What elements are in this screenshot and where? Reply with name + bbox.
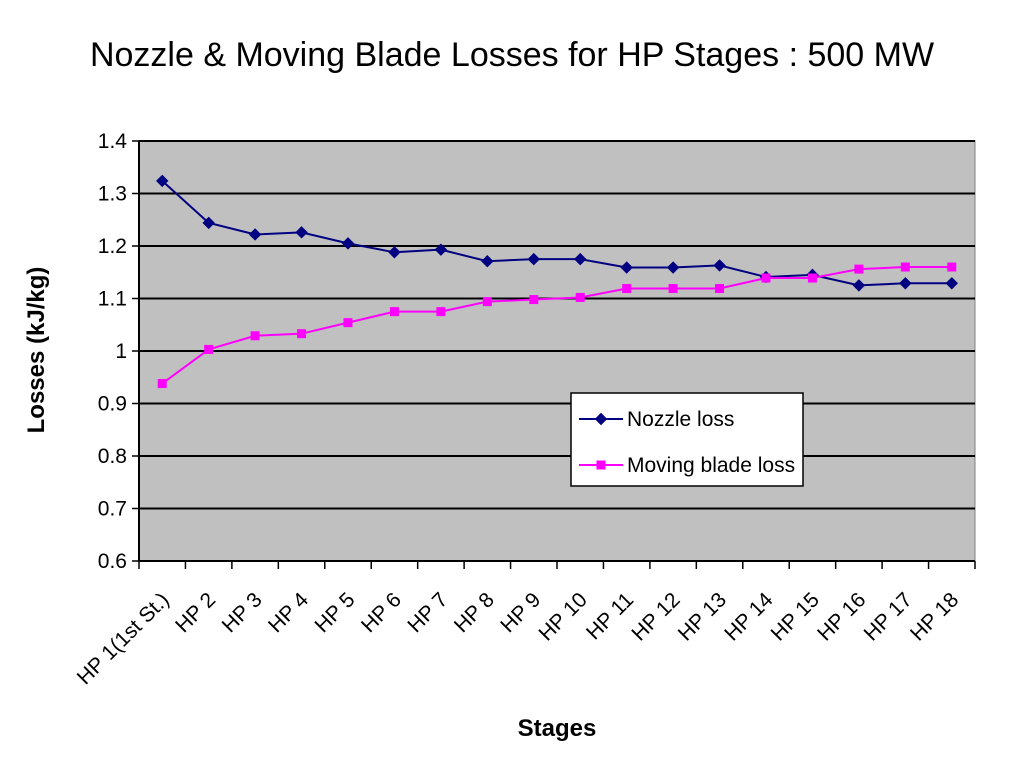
axes (132, 140, 976, 569)
y-tick-label: 1.3 (98, 183, 127, 206)
data-point (620, 261, 633, 274)
data-point (900, 262, 910, 272)
data-point (250, 331, 260, 341)
series-lines (156, 174, 958, 389)
x-tick-label: HP 13 (674, 588, 731, 645)
x-tick-label: HP 2 (171, 588, 220, 637)
chart-title: Nozzle & Moving Blade Losses for HP Stag… (89, 36, 935, 74)
data-point (854, 264, 864, 274)
data-point (204, 344, 214, 354)
data-point (666, 261, 680, 274)
y-tick-label: 1.4 (98, 130, 128, 153)
data-point (434, 243, 448, 256)
data-point (713, 259, 726, 272)
x-tick-label: HP 11 (582, 588, 638, 644)
x-tick-label: HP 7 (403, 588, 452, 637)
grid-lines (139, 140, 975, 510)
x-tick-label: HP 3 (218, 588, 267, 637)
data-point (852, 279, 866, 292)
y-tick-label: 0.7 (98, 498, 127, 521)
data-point (622, 284, 632, 294)
data-point (343, 318, 353, 328)
x-tick-label: HP 14 (720, 588, 777, 645)
data-point (482, 297, 492, 307)
data-point (574, 252, 587, 266)
x-tick-label: HP 10 (534, 588, 591, 645)
x-axis-title: Stages (518, 715, 597, 742)
x-tick-label: HP 17 (860, 588, 917, 645)
legend-label: Moving blade loss (627, 454, 795, 477)
legend: Nozzle loss Moving blade loss (570, 392, 804, 487)
series-moving-blade-loss (157, 262, 957, 389)
x-tick-label: HP 5 (311, 588, 360, 637)
data-point (715, 284, 725, 294)
x-tick-label: HP 6 (357, 588, 406, 637)
x-tick-label: HP 12 (627, 588, 684, 645)
y-tick-label: 0.9 (98, 393, 127, 416)
legend-marker (596, 460, 606, 470)
y-tick-label: 1 (115, 340, 127, 363)
data-point (389, 307, 399, 317)
legend-marker (594, 412, 608, 426)
x-tick-label: HP 15 (767, 588, 824, 645)
data-point (481, 255, 494, 268)
data-point (527, 252, 540, 266)
y-tick-label: 0.8 (98, 445, 127, 468)
data-point (436, 307, 446, 317)
data-point (341, 237, 355, 250)
legend-box (570, 392, 804, 487)
x-tick-label: HP 1(1st St.) (73, 588, 174, 689)
x-tick-label: HP 4 (264, 588, 313, 637)
data-point (248, 228, 262, 241)
data-point (947, 262, 957, 272)
y-tick-label: 1.2 (98, 235, 127, 258)
y-tick-label: 0.6 (98, 550, 127, 573)
data-point (668, 284, 678, 294)
data-point (899, 277, 912, 290)
x-tick-label: HP 18 (906, 588, 963, 645)
x-tick-label: HP 8 (450, 588, 499, 637)
data-point (202, 216, 215, 230)
data-point (388, 246, 401, 259)
data-point (295, 226, 308, 239)
data-point (156, 174, 169, 188)
data-point (575, 292, 585, 302)
y-axis-title: Losses (kJ/kg) (23, 267, 50, 434)
data-point (761, 273, 771, 283)
data-point (945, 277, 958, 290)
data-point (807, 273, 817, 283)
x-tick-label: HP 16 (813, 588, 870, 645)
legend-label: Nozzle loss (627, 408, 734, 431)
data-point (297, 329, 307, 339)
data-point (529, 295, 539, 305)
series-line (161, 266, 952, 385)
y-tick-label: 1.1 (98, 288, 127, 311)
data-point (157, 379, 167, 389)
